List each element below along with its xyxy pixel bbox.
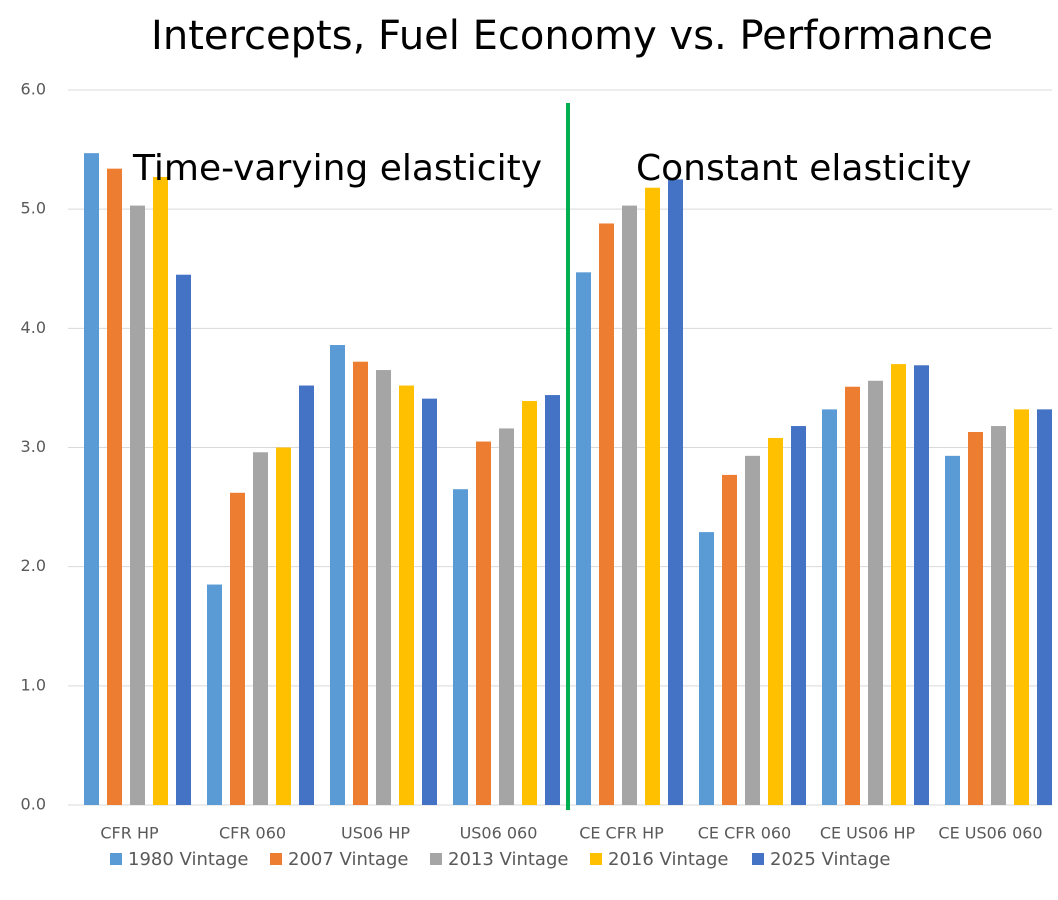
bar [1037, 409, 1052, 805]
bar [176, 274, 191, 805]
bar [791, 426, 806, 805]
bar [768, 437, 783, 805]
legend-swatch [590, 853, 602, 865]
y-tick-label: 0.0 [21, 795, 46, 814]
bar [599, 223, 614, 805]
bar [699, 532, 714, 805]
legend-label: 2007 Vintage [288, 849, 408, 870]
bar [968, 432, 983, 805]
bar [330, 345, 345, 805]
legend-label: 2016 Vintage [608, 849, 728, 870]
legend-label: 2013 Vintage [448, 849, 568, 870]
x-tick-label: US06 HP [341, 824, 410, 843]
bar [622, 205, 637, 805]
y-tick-label: 6.0 [21, 80, 46, 99]
bar [476, 441, 491, 805]
bar [376, 370, 391, 805]
bar [230, 492, 245, 805]
legend-label: 2025 Vintage [770, 849, 890, 870]
bar [845, 386, 860, 805]
bar [991, 426, 1006, 805]
bar [522, 401, 537, 805]
legend-label: 1980 Vintage [128, 849, 248, 870]
y-tick-label: 3.0 [21, 437, 46, 456]
bar [745, 455, 760, 805]
y-tick-label: 4.0 [21, 318, 46, 337]
bar [253, 452, 268, 805]
bar [399, 385, 414, 805]
legend-swatch [110, 853, 122, 865]
legend-swatch [430, 853, 442, 865]
legend-swatch [752, 853, 764, 865]
bar [130, 205, 145, 805]
legend-swatch [270, 853, 282, 865]
x-tick-label: CE CFR 060 [698, 824, 791, 843]
annotation: Constant elasticity [636, 148, 972, 189]
bar [914, 365, 929, 805]
bar [722, 474, 737, 805]
x-tick-label: CFR HP [100, 824, 159, 843]
bar [422, 398, 437, 805]
x-tick-label: US06 060 [460, 824, 538, 843]
x-tick-label: CFR 060 [219, 824, 286, 843]
x-tick-label: CE US06 HP [820, 824, 916, 843]
y-tick-label: 1.0 [21, 675, 46, 694]
bar [945, 455, 960, 805]
bar [645, 187, 660, 805]
bar [84, 153, 99, 806]
bar [107, 168, 122, 805]
bar [891, 364, 906, 805]
bar [822, 409, 837, 805]
y-tick-label: 2.0 [21, 556, 46, 575]
bar [276, 447, 291, 805]
bar [545, 395, 560, 805]
bar [207, 584, 222, 805]
bar [299, 385, 314, 805]
x-tick-label: CE US06 060 [938, 824, 1042, 843]
bar [353, 361, 368, 805]
bar [453, 489, 468, 805]
chart-title: Intercepts, Fuel Economy vs. Performance [151, 13, 993, 59]
annotation: Time-varying elasticity [132, 148, 542, 189]
bar [1014, 409, 1029, 805]
bar [868, 380, 883, 805]
x-tick-label: CE CFR HP [579, 824, 664, 843]
bar [668, 179, 683, 805]
bar [499, 428, 514, 805]
y-tick-label: 5.0 [21, 199, 46, 218]
bar [576, 272, 591, 805]
bar [153, 176, 168, 805]
